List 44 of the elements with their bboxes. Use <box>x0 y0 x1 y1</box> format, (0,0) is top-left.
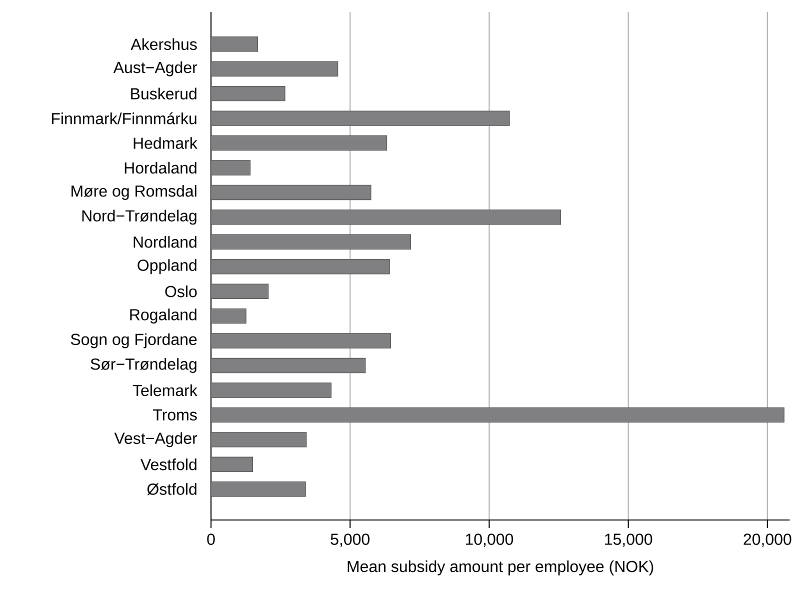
y-tick-label: Hedmark <box>134 137 198 149</box>
bar <box>211 333 391 348</box>
bar <box>211 407 784 423</box>
bar <box>211 456 253 472</box>
y-tick-label: Oppland <box>138 259 196 274</box>
bar <box>211 382 332 398</box>
bar <box>211 110 510 126</box>
y-tick-label: Finnmark/Finnmárku <box>52 112 196 124</box>
bar <box>211 61 338 76</box>
x-tick-label: 0 <box>207 534 215 545</box>
y-tick-label: Buskerud <box>131 88 196 100</box>
y-tick-label: Vestfold <box>140 458 196 470</box>
y-tick-label: Telemark <box>132 384 198 396</box>
y-tick-label: Troms <box>153 409 197 421</box>
y-tick-label: Nord−Trøndelag <box>82 210 196 225</box>
bar <box>211 482 306 497</box>
y-tick-label: Akershus <box>130 38 197 50</box>
x-axis-title: Mean subsidy amount per employee (NOK) <box>348 560 654 576</box>
bar <box>211 86 286 102</box>
x-tick-label: 5,000 <box>330 534 370 547</box>
bar <box>211 234 412 250</box>
y-tick-label: Sør−Trøndelag <box>90 358 196 373</box>
y-tick-label: Aust−Agder <box>113 61 198 76</box>
bar <box>211 160 250 176</box>
y-tick-label: Oslo <box>165 285 197 298</box>
bar <box>211 36 258 52</box>
bar <box>211 308 246 324</box>
y-tick-label: Møre og Romsdal <box>72 185 196 200</box>
y-tick-label: Østfold <box>147 483 196 496</box>
bar <box>211 135 388 151</box>
x-tick-label: 10,000 <box>466 534 514 547</box>
x-tick-label: 15,000 <box>605 534 652 547</box>
bar <box>211 284 269 299</box>
bar <box>211 184 372 200</box>
y-tick-label: Hordaland <box>124 162 196 174</box>
x-tick-label: 20,000 <box>744 534 792 547</box>
bar <box>211 210 561 225</box>
y-tick-label: Vest−Agder <box>114 432 198 448</box>
bar <box>211 358 366 374</box>
bar <box>211 432 307 448</box>
y-tick-label: Nordland <box>134 236 196 248</box>
y-tick-label: Sogn og Fjordane <box>70 333 197 348</box>
y-tick-label: Rogaland <box>130 308 196 324</box>
bar <box>211 259 390 274</box>
